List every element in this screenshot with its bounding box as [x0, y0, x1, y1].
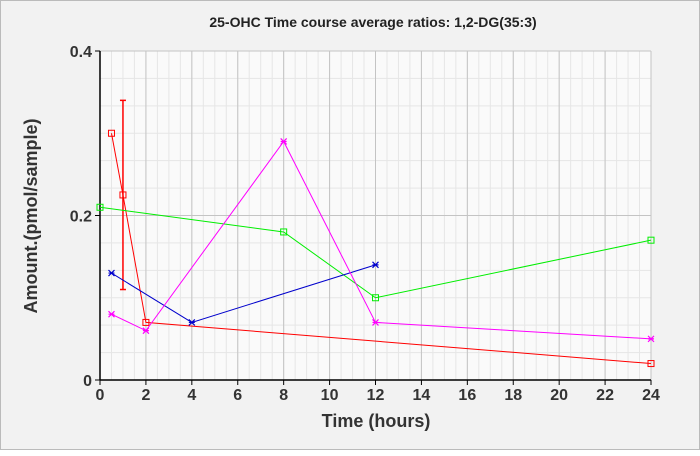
data-point-cross [188, 319, 196, 326]
x-tick-label: 4 [187, 387, 196, 404]
series-line-green [99, 206, 652, 299]
data-point-cross [108, 310, 115, 318]
x-tick-label: 12 [367, 387, 385, 404]
data-point-cross [647, 335, 655, 343]
data-point-square [119, 191, 127, 199]
series-blue [108, 261, 379, 326]
data-point-square [280, 228, 288, 236]
series-green [96, 203, 655, 302]
data-point-cross [142, 327, 150, 335]
data-point-square [142, 318, 150, 326]
y-tick-label: 0.2 [70, 209, 92, 226]
x-tick-label: 10 [321, 387, 339, 404]
y-tick-label: 0.4 [70, 44, 92, 61]
data-point-cross [372, 319, 379, 326]
x-tick-label: 20 [550, 387, 568, 404]
x-tick-label: 0 [96, 387, 105, 404]
x-tick-label: 18 [504, 387, 522, 404]
series-magenta [108, 138, 655, 343]
y-tick-label: 0 [83, 373, 92, 390]
x-tick-label: 16 [458, 387, 476, 404]
data-point-square [96, 203, 104, 211]
x-tick-label: 2 [141, 387, 150, 404]
data-point-square [647, 236, 655, 244]
chart-title: 25-OHC Time course average ratios: 1,2-D… [209, 14, 536, 30]
series-line-red [110, 133, 652, 365]
y-axis-label: Amount.(pmol/sample) [21, 118, 41, 313]
data-point-square [107, 129, 115, 137]
series-group [96, 99, 655, 368]
x-tick-label: 22 [596, 387, 614, 404]
data-point-cross [372, 261, 379, 269]
x-tick-label: 8 [279, 387, 288, 404]
x-tick-label: 14 [413, 387, 431, 404]
data-point-square [372, 294, 379, 302]
data-point-square [647, 360, 655, 368]
data-point-cross [280, 138, 288, 145]
x-axis-label: Time (hours) [322, 411, 431, 431]
series-red [107, 99, 655, 368]
x-tick-label: 6 [233, 387, 242, 404]
data-point-cross [108, 269, 115, 277]
x-tick-label: 24 [642, 387, 660, 404]
